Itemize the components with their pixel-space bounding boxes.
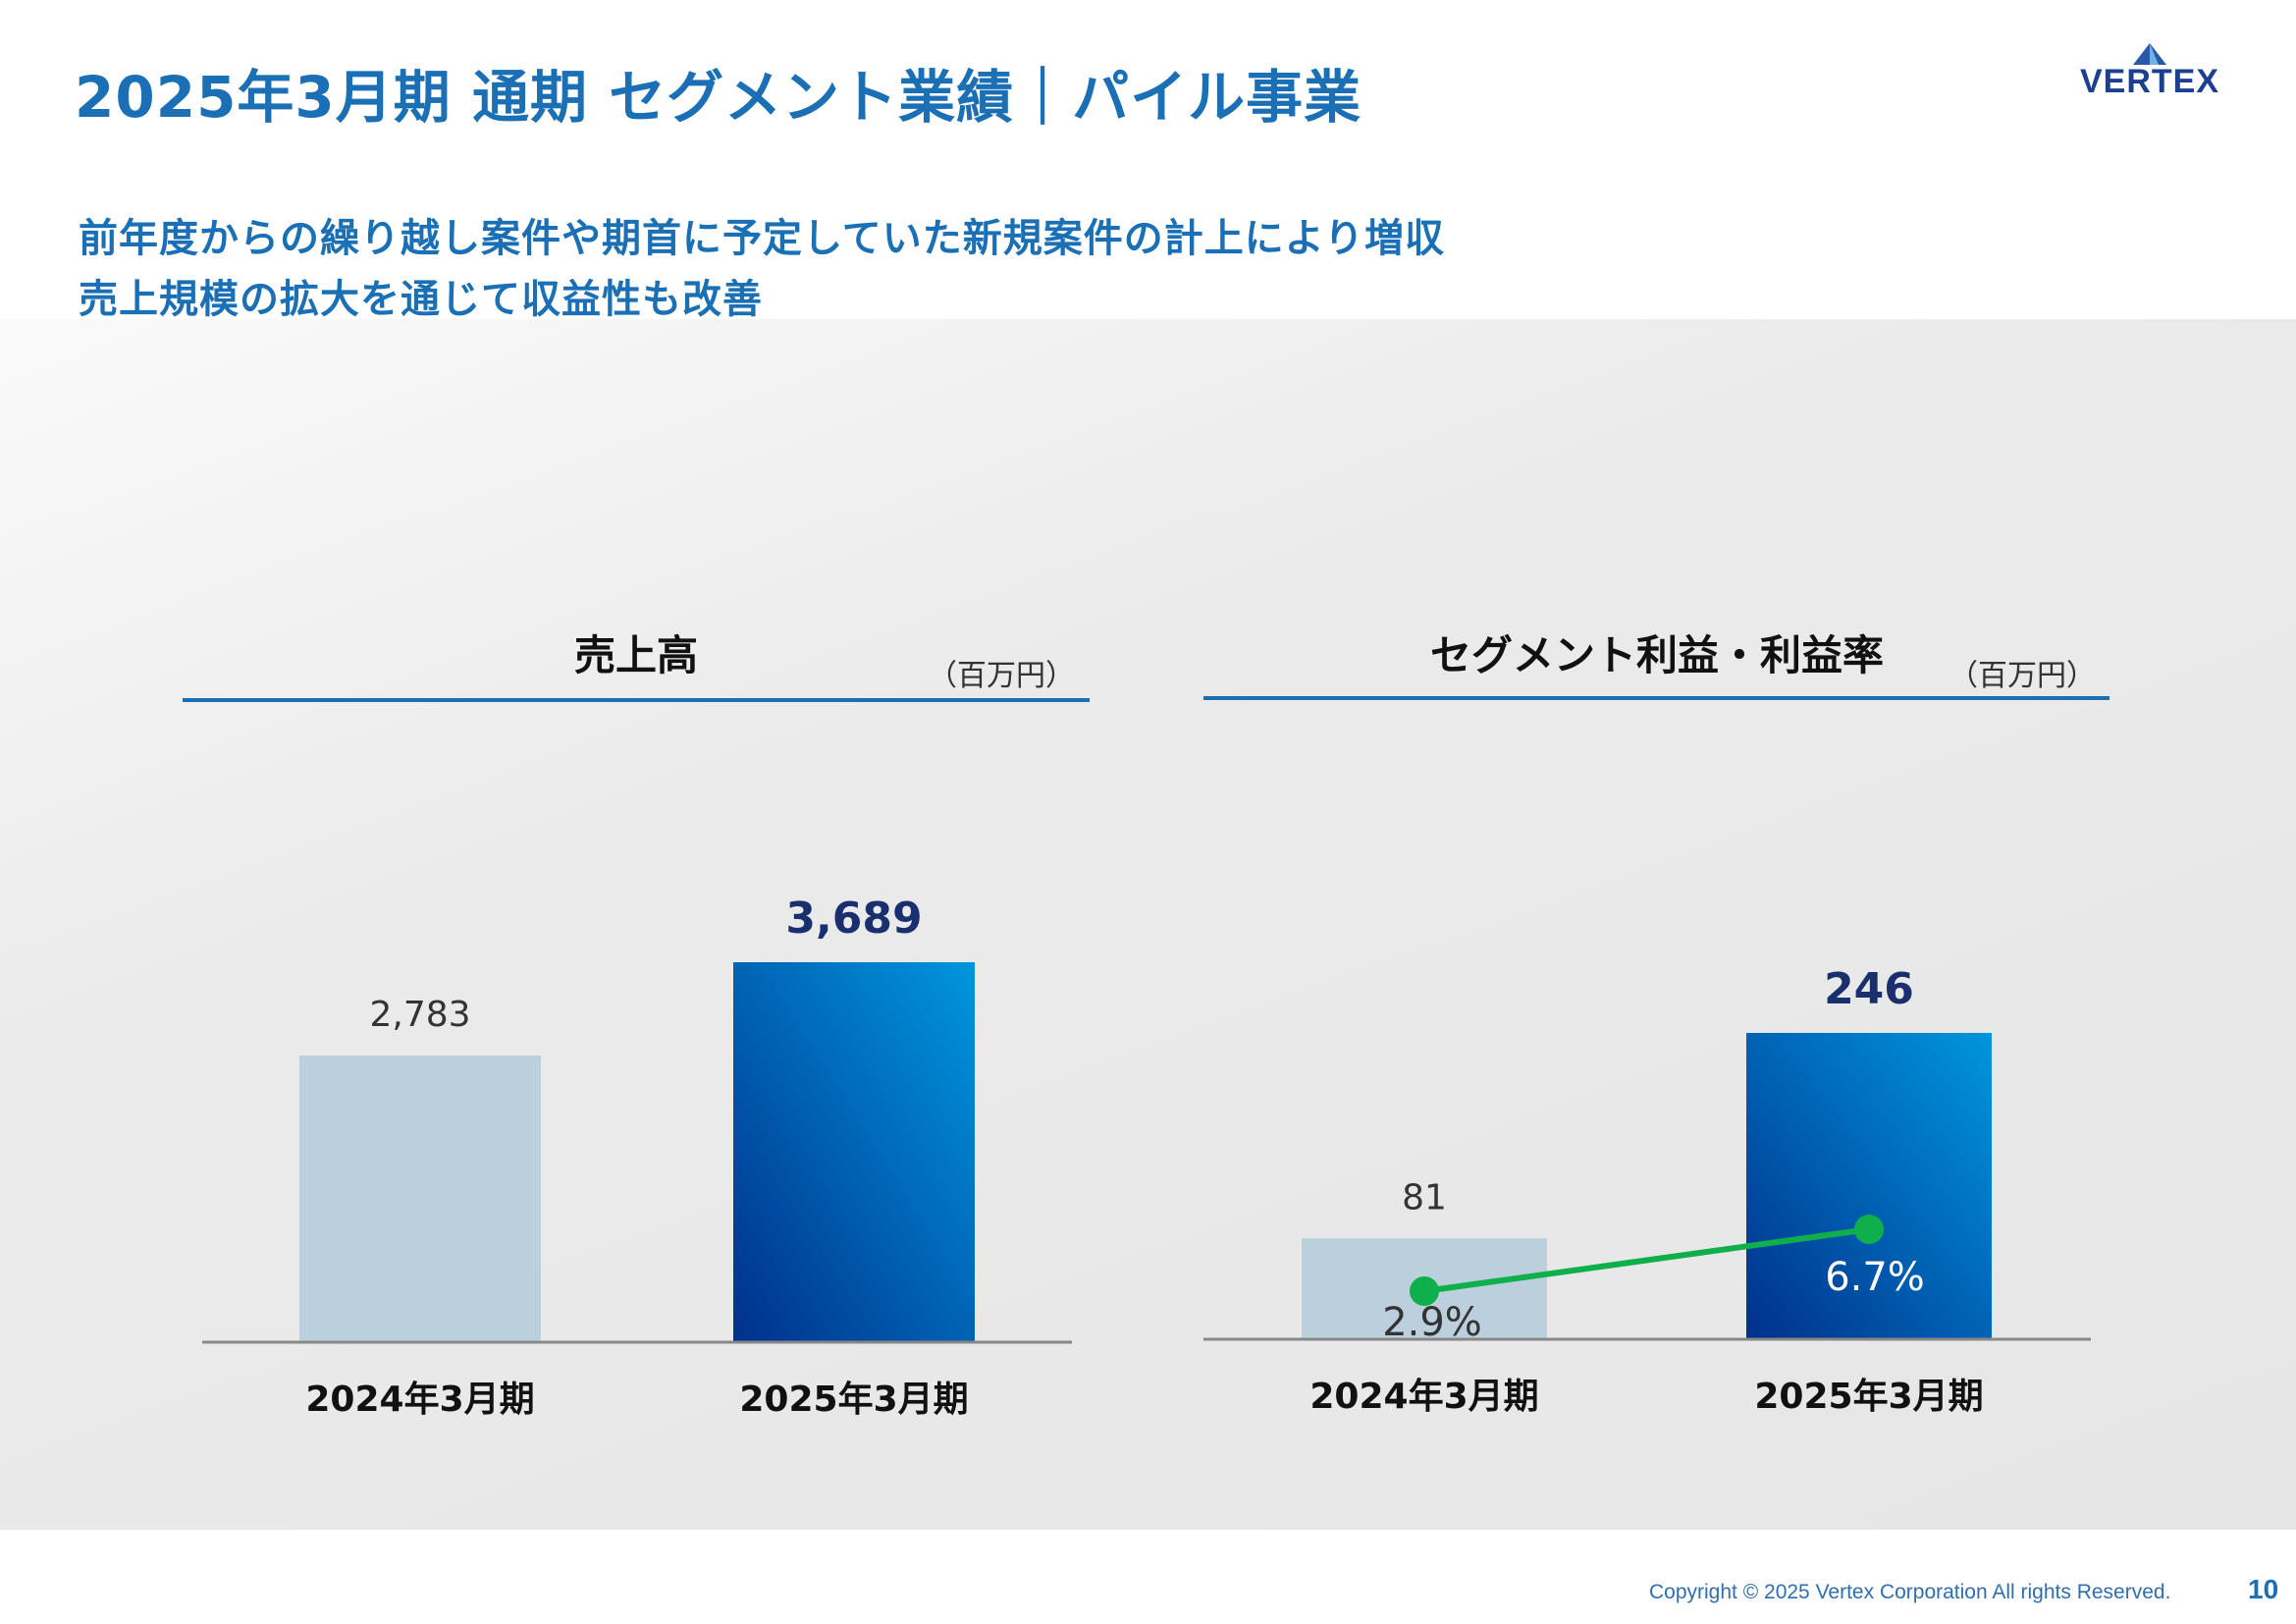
margin-point — [1854, 1215, 1884, 1244]
revenue-unit-label: （百万円） — [928, 659, 1075, 693]
category-label: 2025年3月期 — [1754, 1377, 1983, 1417]
revenue-chart-title: 売上高 — [574, 631, 698, 679]
category-label: 2025年3月期 — [739, 1380, 968, 1420]
copyright-text: Copyright © 2025 Vertex Corporation All … — [1649, 1581, 2171, 1603]
bar-prior — [299, 1056, 541, 1342]
value-label: 3,689 — [785, 893, 922, 944]
category-label: 2024年3月期 — [305, 1380, 534, 1420]
page-title: 2025年3月期 通期 セグメント業績｜パイル事業 — [75, 64, 1362, 131]
logo-mark-icon — [2133, 43, 2166, 65]
margin-label: 6.7% — [1825, 1255, 1925, 1300]
vertex-logo: VERTEX — [2056, 41, 2243, 100]
profit-chart: セグメント利益・利益率 （百万円） 81 2024年3月期 246 2025年3月期 2… — [1203, 631, 2109, 1417]
value-label: 81 — [1402, 1177, 1447, 1218]
category-label: 2024年3月期 — [1309, 1377, 1538, 1417]
lead-line-1: 前年度からの繰り越し案件や期首に予定していた新規案件の計上により増収 — [79, 216, 1445, 261]
profit-unit-label: （百万円） — [1949, 659, 2096, 693]
value-label: 2,783 — [369, 995, 470, 1035]
bar-current — [1746, 1033, 1992, 1339]
lead-line-2: 売上規模の拡大を通じて収益性も改善 — [79, 277, 763, 322]
logo-text: VERTEX — [2079, 63, 2220, 100]
page-number: 10 — [2248, 1574, 2279, 1604]
revenue-chart: 売上高 （百万円） 2,783 2024年3月期 3,689 2025年3月期 — [183, 631, 1090, 1420]
profit-chart-title: セグメント利益・利益率 — [1430, 631, 1884, 679]
bar-current — [733, 962, 975, 1342]
value-label: 246 — [1824, 964, 1914, 1014]
margin-label: 2.9% — [1382, 1300, 1482, 1345]
margin-point — [1410, 1276, 1439, 1306]
margin-line — [1423, 1226, 1870, 1294]
